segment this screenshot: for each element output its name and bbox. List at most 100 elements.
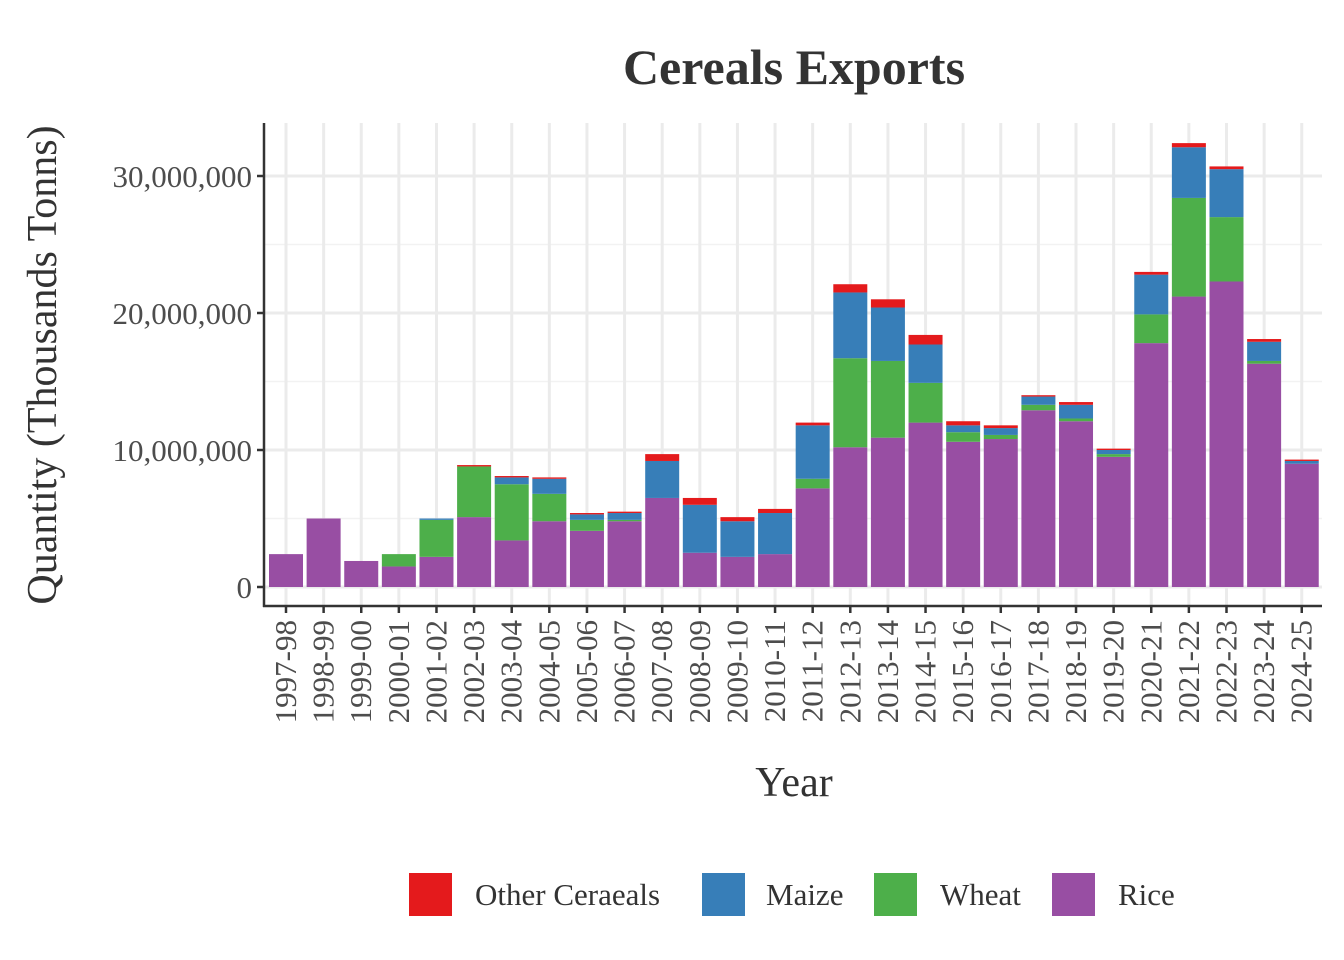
bar-maize-2018-19 xyxy=(1059,404,1094,419)
bar-other-ceraeals-2003-04 xyxy=(494,476,529,478)
bar-maize-2019-20 xyxy=(1096,450,1131,455)
bar-rice-2015-16 xyxy=(946,441,981,587)
legend: Other Ceraeals Maize Wheat Rice xyxy=(409,873,1175,916)
bar-wheat-2000-01 xyxy=(381,554,416,567)
bar-rice-1999-00 xyxy=(344,560,379,587)
x-tick-label: 2015-16 xyxy=(945,620,980,723)
chart-title: Cereals Exports xyxy=(623,39,965,95)
x-tick-label: 2000-01 xyxy=(381,620,416,723)
bar-other-ceraeals-2020-21 xyxy=(1134,271,1169,275)
bar-wheat-2016-17 xyxy=(983,434,1018,440)
bar-wheat-2002-03 xyxy=(457,466,492,518)
bar-maize-2016-17 xyxy=(983,428,1018,435)
bar-wheat-2012-13 xyxy=(833,358,868,448)
bar-rice-2019-20 xyxy=(1096,456,1131,587)
bar-maize-2017-18 xyxy=(1021,396,1056,405)
x-tick-label: 2012-13 xyxy=(832,620,867,723)
bar-other-ceraeals-2018-19 xyxy=(1059,402,1094,405)
bar-wheat-2003-04 xyxy=(494,484,529,541)
bar-wheat-2021-22 xyxy=(1171,197,1206,297)
bar-wheat-2013-14 xyxy=(870,360,905,438)
legend-key-maize xyxy=(702,873,745,916)
x-tick-label: 1999-00 xyxy=(343,620,378,723)
bar-maize-2009-10 xyxy=(720,521,755,557)
legend-label-maize: Maize xyxy=(766,877,843,912)
bar-rice-2011-12 xyxy=(795,488,830,587)
bar-rice-2022-23 xyxy=(1209,281,1244,587)
bar-maize-2001-02 xyxy=(419,518,454,520)
bar-maize-2011-12 xyxy=(795,425,830,479)
bar-other-ceraeals-2019-20 xyxy=(1096,448,1131,450)
bar-other-ceraeals-2005-06 xyxy=(569,513,604,515)
bar-wheat-2018-19 xyxy=(1059,418,1094,422)
bar-rice-2012-13 xyxy=(833,447,868,587)
bar-other-ceraeals-2006-07 xyxy=(607,511,642,514)
bar-other-ceraeals-2004-05 xyxy=(532,477,567,479)
bar-wheat-2014-15 xyxy=(908,382,943,423)
bar-maize-2008-09 xyxy=(682,504,717,553)
bar-rice-2021-22 xyxy=(1171,296,1206,587)
bar-wheat-2001-02 xyxy=(419,519,454,557)
bar-rice-2007-08 xyxy=(645,497,680,587)
x-tick-label: 2003-04 xyxy=(494,620,529,724)
bar-rice-2013-14 xyxy=(870,437,905,587)
bar-maize-2014-15 xyxy=(908,344,943,383)
bar-wheat-2017-18 xyxy=(1021,404,1056,411)
bar-maize-2022-23 xyxy=(1209,169,1244,218)
bar-other-ceraeals-2002-03 xyxy=(457,465,492,467)
x-tick-label: 2009-10 xyxy=(719,620,754,723)
bar-other-ceraeals-2016-17 xyxy=(983,425,1018,429)
bar-other-ceraeals-2022-23 xyxy=(1209,166,1244,170)
bar-other-ceraeals-2008-09 xyxy=(682,497,717,505)
bar-rice-2006-07 xyxy=(607,521,642,587)
bar-other-ceraeals-2013-14 xyxy=(870,299,905,308)
bar-maize-2013-14 xyxy=(870,307,905,361)
bar-other-ceraeals-2012-13 xyxy=(833,284,868,293)
x-tick-label: 2018-19 xyxy=(1058,620,1093,723)
x-tick-label: 1998-99 xyxy=(306,620,341,723)
x-tick-label: 2017-18 xyxy=(1020,620,1055,723)
bar-rice-2016-17 xyxy=(983,439,1018,587)
x-tick-label: 2008-09 xyxy=(682,620,717,723)
bar-rice-2003-04 xyxy=(494,540,529,587)
x-axis-title: Year xyxy=(755,760,832,806)
x-tick-label: 2023-24 xyxy=(1246,620,1281,724)
bar-rice-1998-99 xyxy=(306,518,341,587)
bar-other-ceraeals-2017-18 xyxy=(1021,395,1056,397)
x-tick-label: 2014-15 xyxy=(908,620,943,723)
bar-maize-2007-08 xyxy=(645,460,680,498)
x-tick-label: 2010-11 xyxy=(757,620,792,722)
y-tick-label: 10,000,000 xyxy=(113,433,253,468)
bar-maize-2020-21 xyxy=(1134,274,1169,315)
bar-maize-2010-11 xyxy=(758,513,793,555)
bar-rice-2018-19 xyxy=(1059,421,1094,587)
bar-other-ceraeals-2014-15 xyxy=(908,334,943,345)
y-tick-label: 30,000,000 xyxy=(113,159,253,194)
bar-other-ceraeals-2007-08 xyxy=(645,454,680,461)
bar-other-ceraeals-2009-10 xyxy=(720,517,755,522)
bar-other-ceraeals-2010-11 xyxy=(758,508,793,514)
bar-rice-2014-15 xyxy=(908,422,943,587)
bar-wheat-2005-06 xyxy=(569,519,604,531)
x-tick-label: 2004-05 xyxy=(531,620,566,723)
bar-maize-2015-16 xyxy=(946,425,981,433)
legend-key-other-ceraeals xyxy=(409,873,452,916)
x-tick-label: 2024-25 xyxy=(1284,620,1319,723)
bar-maize-2006-07 xyxy=(607,513,642,520)
x-tick-label: 2019-20 xyxy=(1096,620,1131,723)
bar-rice-1997-98 xyxy=(269,554,303,587)
x-tick-label: 2007-08 xyxy=(644,620,679,723)
bar-rice-2020-21 xyxy=(1134,343,1169,587)
bar-rice-2005-06 xyxy=(569,530,604,587)
y-tick-label: 20,000,000 xyxy=(113,296,253,331)
bar-maize-2021-22 xyxy=(1171,147,1206,198)
bar-stacks xyxy=(269,143,1319,587)
bar-wheat-2004-05 xyxy=(532,493,567,522)
legend-label-rice: Rice xyxy=(1118,877,1175,912)
bar-maize-2012-13 xyxy=(833,292,868,359)
x-tick-label: 2005-06 xyxy=(569,620,604,723)
legend-label-other-ceraeals: Other Ceraeals xyxy=(475,877,660,912)
legend-key-rice xyxy=(1052,873,1095,916)
bar-rice-2017-18 xyxy=(1021,410,1056,587)
